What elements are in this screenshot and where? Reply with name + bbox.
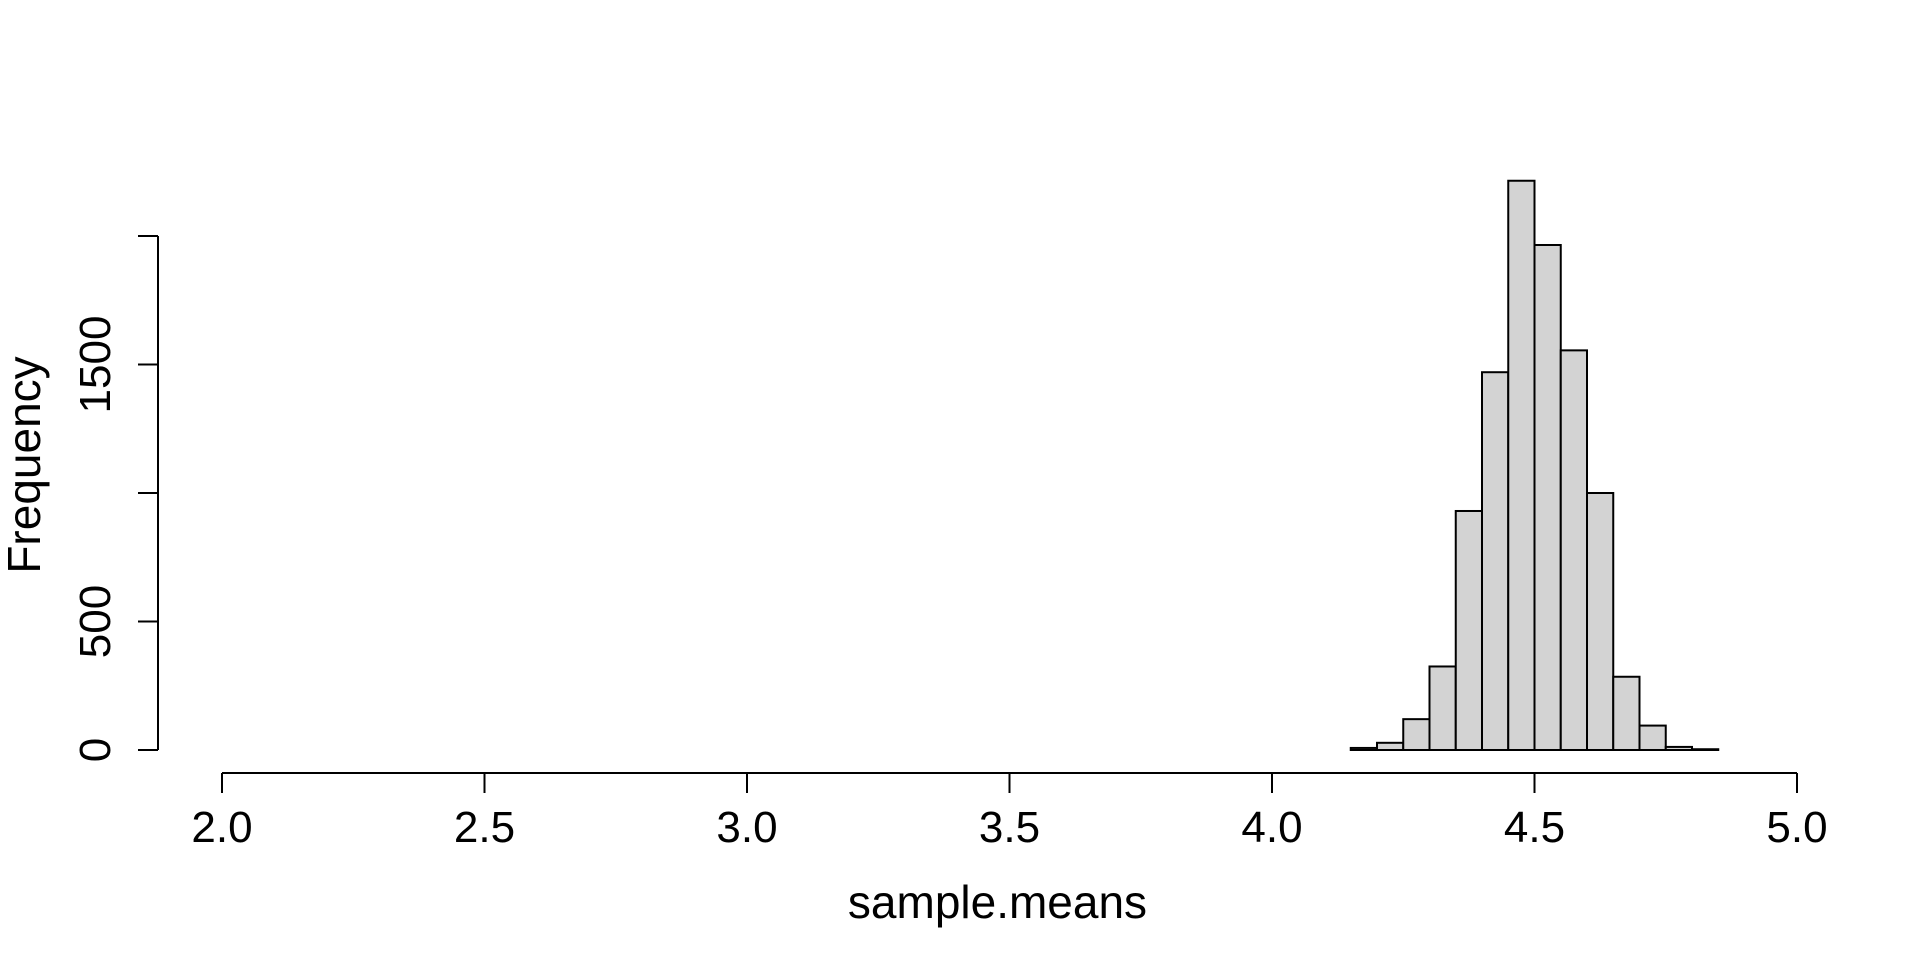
- histogram-bar: [1402, 718, 1431, 751]
- y-tick-label: 1500: [71, 316, 120, 414]
- histogram-bar: [1481, 371, 1510, 751]
- x-tick-label: 3.0: [716, 803, 777, 852]
- histogram-bar: [1533, 243, 1562, 751]
- x-axis-title: sample.means: [848, 876, 1147, 928]
- y-axis-title: Frequency: [0, 356, 50, 573]
- histogram-bar: [1612, 675, 1641, 752]
- histogram-bar: [1559, 349, 1588, 751]
- x-tick-label: 2.5: [454, 803, 515, 852]
- y-tick-label: 0: [71, 738, 120, 762]
- x-axis: 2.0 2.5 3.0 3.5 4.0 4.5 5.0: [191, 772, 1828, 852]
- histogram-bar: [1376, 741, 1405, 752]
- x-tick-label: 4.0: [1241, 803, 1302, 852]
- histogram-bar: [1664, 745, 1693, 752]
- x-tick-label: 4.5: [1504, 803, 1565, 852]
- histogram-bars: [1349, 179, 1720, 752]
- histogram-bar: [1638, 724, 1667, 752]
- y-axis: 0 500 1500: [71, 235, 159, 762]
- histogram-bar: [1349, 746, 1378, 751]
- histogram-bar: [1691, 748, 1720, 752]
- x-tick-label: 3.5: [979, 803, 1040, 852]
- histogram-bar: [1586, 492, 1615, 751]
- histogram-bar: [1507, 179, 1536, 751]
- y-tick-label: 500: [71, 585, 120, 658]
- histogram-bar: [1428, 665, 1457, 751]
- x-tick-label: 5.0: [1766, 803, 1827, 852]
- histogram-bar: [1454, 509, 1483, 751]
- x-tick-label: 2.0: [191, 803, 252, 852]
